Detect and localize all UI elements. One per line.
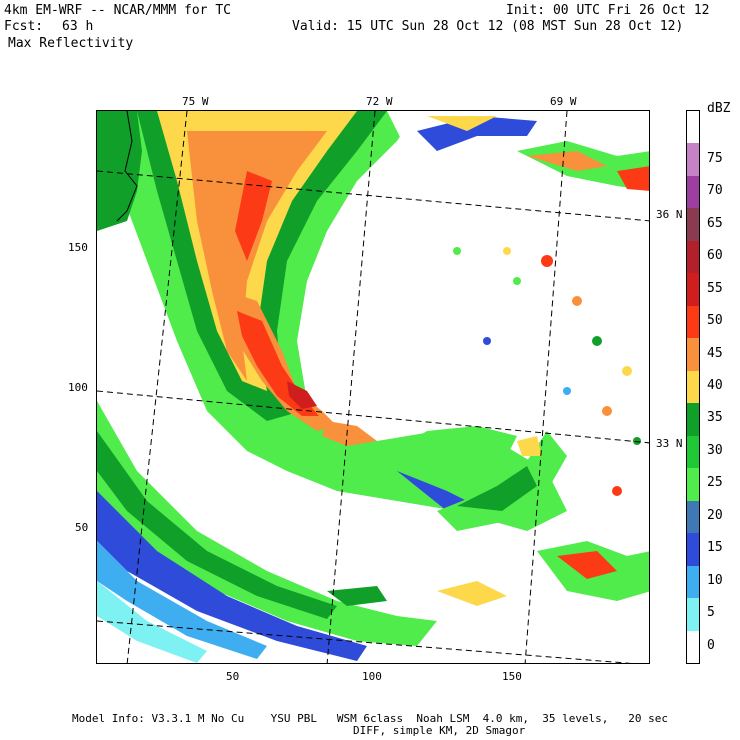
colorbar-segment-0 xyxy=(687,630,699,663)
x-tick-150: 150 xyxy=(502,670,522,683)
colorbar-unit: dBZ xyxy=(707,101,731,116)
colorbar-label-25: 25 xyxy=(707,475,723,491)
y-tick-100: 100 xyxy=(68,381,88,394)
eyewall-50 xyxy=(237,311,319,416)
colorbar-label-5: 5 xyxy=(707,605,715,621)
colorbar-segment-45 xyxy=(687,338,699,371)
spiral-cell-40 xyxy=(517,436,542,456)
northeast-cell-50 xyxy=(617,166,649,191)
init-time: Init: 00 UTC Fri 26 Oct 12 xyxy=(506,3,710,18)
colorbar-segment-10 xyxy=(687,565,699,599)
lon-label-69w: 69 W xyxy=(550,95,577,108)
south-cell-40 xyxy=(437,581,507,606)
rain-band-5-outer xyxy=(97,581,207,663)
model-info: Model Info: V3.3.1 M No Cu YSU PBL WSM 6… xyxy=(72,712,669,725)
spiral-band-35 xyxy=(457,466,537,511)
colorbar-segment-55 xyxy=(687,273,699,306)
forecast-hours: 63 h xyxy=(62,19,94,34)
colorbar-label-50: 50 xyxy=(707,313,723,329)
colorbar-segment-15 xyxy=(687,533,699,566)
colorbar-label-55: 55 xyxy=(707,280,723,296)
colorbar-label-75: 75 xyxy=(707,150,723,166)
x-tick-100: 100 xyxy=(362,670,382,683)
colorbar-segment-70 xyxy=(687,175,699,209)
southeast-cell-50 xyxy=(557,551,617,579)
cell-50-north xyxy=(235,171,272,261)
model-info-2: DIFF, simple KM, 2D Smagor xyxy=(353,724,526,737)
colorbar-segment-50 xyxy=(687,305,699,339)
colorbar-label-70: 70 xyxy=(707,183,723,199)
colorbar-label-10: 10 xyxy=(707,572,723,588)
field-name: Max Reflectivity xyxy=(8,36,134,51)
colorbar-segment-65 xyxy=(687,208,699,241)
colorbar-label-15: 15 xyxy=(707,540,723,556)
rain-band-45 xyxy=(187,131,327,381)
inner-band-25 xyxy=(387,426,517,461)
model-title: 4km EM-WRF -- NCAR/MMM for TC xyxy=(4,3,231,18)
latlon-grid xyxy=(97,111,649,663)
lat-label-33n: 33 N xyxy=(656,437,683,450)
colorbar-segment-25 xyxy=(687,468,699,501)
lon-label-72w: 72 W xyxy=(366,95,393,108)
colorbar-segment-75 xyxy=(687,143,699,176)
north-band-15 xyxy=(417,116,537,151)
reflectivity-field xyxy=(97,111,649,663)
coastline xyxy=(116,111,138,222)
colorbar-segment-35 xyxy=(687,403,699,436)
colorbar-label-30: 30 xyxy=(707,442,723,458)
colorbar-segment-40 xyxy=(687,370,699,404)
colorbar-segment-20 xyxy=(687,500,699,534)
colorbar-label-20: 20 xyxy=(707,507,723,523)
north-cell-40 xyxy=(427,116,497,131)
colorbar-label-65: 65 xyxy=(707,215,723,231)
lat-label-36n: 36 N xyxy=(656,208,683,221)
rain-band-35-south xyxy=(97,431,337,619)
colorbar xyxy=(686,110,700,664)
south-cell-35 xyxy=(327,586,387,606)
y-tick-150: 150 xyxy=(68,241,88,254)
rain-band-15-outer xyxy=(97,491,367,661)
forecast-label: Fcst: xyxy=(4,19,44,34)
lon-label-75w: 75 W xyxy=(182,95,209,108)
colorbar-segment-top xyxy=(687,111,699,144)
cell-55-core xyxy=(287,381,317,409)
colorbar-label-40: 40 xyxy=(707,378,723,393)
reflectivity-map xyxy=(96,110,650,664)
colorbar-segment-60 xyxy=(687,240,699,274)
valid-time: Valid: 15 UTC Sun 28 Oct 12 (08 MST Sun … xyxy=(292,19,684,34)
y-tick-50: 50 xyxy=(75,521,89,534)
rain-band-10-outer xyxy=(97,541,267,659)
colorbar-segment-5 xyxy=(687,598,699,631)
cell-45-east xyxy=(322,421,377,446)
x-tick-50: 50 xyxy=(226,670,240,683)
northeast-cell-45 xyxy=(527,151,607,171)
colorbar-segment-30 xyxy=(687,435,699,469)
colorbar-label-45: 45 xyxy=(707,345,723,361)
inner-band-15 xyxy=(397,471,477,511)
colorbar-label-35: 35 xyxy=(707,410,723,426)
colorbar-label-0: 0 xyxy=(707,637,715,653)
colorbar-label-60: 60 xyxy=(707,248,723,264)
